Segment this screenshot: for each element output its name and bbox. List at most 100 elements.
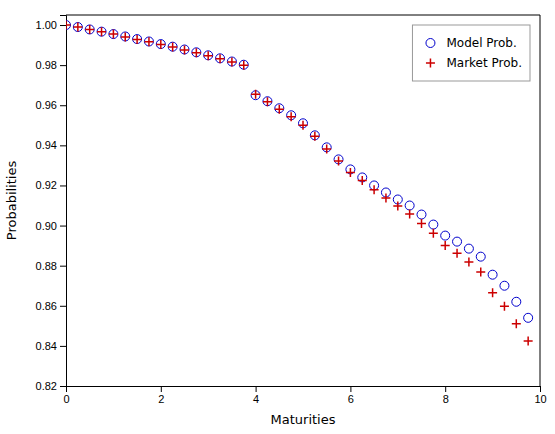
point (121, 33, 130, 42)
point (512, 319, 521, 328)
point (453, 249, 462, 258)
tick-label: 0.94 (36, 139, 57, 151)
tick-label: 0.86 (36, 300, 57, 312)
point (524, 313, 533, 322)
legend-symbol (426, 39, 435, 48)
point (381, 193, 390, 202)
point (156, 40, 165, 49)
tick: 0.92 (36, 179, 66, 191)
point (192, 48, 201, 57)
point (227, 57, 236, 66)
point (488, 270, 497, 279)
tick-mark (161, 386, 162, 392)
axis-line (67, 387, 541, 393)
point (263, 97, 272, 106)
point (216, 54, 225, 63)
tick-mark (60, 266, 66, 267)
legend-item: Model Prob. (426, 36, 517, 50)
point (322, 144, 331, 153)
tick-label: 0.90 (36, 220, 57, 232)
point (441, 231, 450, 240)
point (464, 244, 473, 253)
point (512, 297, 521, 306)
axis-line (60, 16, 67, 387)
tick-mark (60, 105, 66, 106)
point (346, 168, 355, 177)
tick-label: 6 (348, 393, 354, 405)
point (524, 336, 533, 345)
tick-mark (60, 25, 66, 26)
point (417, 219, 426, 228)
y-axis: 0.82 0.84 0.86 0.88 0.90 0.92 0.94 0.96 0.98 1.00 (36, 16, 67, 393)
point (97, 27, 106, 36)
plot: 02468100.820.840.860.880.900.920.940.960… (36, 15, 547, 405)
point (180, 45, 189, 54)
tick: 4 (253, 386, 259, 405)
point (121, 32, 130, 41)
point (168, 42, 177, 51)
tick-label: 0.96 (36, 99, 57, 111)
point (156, 40, 165, 49)
point (133, 35, 142, 44)
point (144, 37, 153, 46)
series (66, 21, 533, 323)
point (476, 268, 485, 277)
tick-mark (60, 185, 66, 186)
tick-label: 4 (253, 393, 259, 405)
chart: 02468100.820.840.860.880.900.920.940.960… (0, 0, 555, 434)
tick-mark (60, 346, 66, 347)
tick: 0.96 (36, 99, 66, 111)
point (464, 258, 473, 267)
point (500, 281, 509, 290)
tick-mark (60, 226, 66, 227)
legend-symbol (426, 59, 435, 68)
tick-label: 0.92 (36, 179, 57, 191)
tick-label: 2 (158, 393, 164, 405)
point (405, 209, 414, 218)
point (299, 121, 308, 130)
tick: 0.84 (36, 340, 66, 352)
point (97, 27, 106, 36)
point (334, 156, 343, 165)
x-axis-title: Maturities (271, 412, 336, 427)
legend-item: Market Prob. (426, 56, 522, 70)
point (168, 43, 177, 52)
point (370, 185, 379, 194)
point (263, 97, 272, 106)
point (204, 51, 213, 60)
tick: 0.98 (36, 59, 66, 71)
legend-symbol (426, 39, 435, 48)
point (393, 201, 402, 210)
point (227, 57, 236, 66)
point (204, 51, 213, 60)
tick: 0.94 (36, 139, 66, 151)
y-axis-title: Probabilities (4, 161, 19, 241)
point (216, 54, 225, 63)
point (358, 176, 367, 185)
point (453, 237, 462, 246)
tick-label: 0.98 (36, 59, 57, 71)
point (405, 201, 414, 210)
tick: 1.00 (36, 19, 66, 31)
tick: 8 (443, 386, 449, 405)
point (144, 37, 153, 46)
tick-label: 0.84 (36, 340, 57, 352)
point (133, 35, 142, 44)
point (73, 23, 82, 32)
point (192, 48, 201, 57)
tick-label: 0.82 (36, 380, 57, 392)
tick-label: 10 (534, 393, 546, 405)
tick-mark (256, 386, 257, 392)
tick-label: 1.00 (36, 19, 57, 31)
tick-label: 0.88 (36, 260, 57, 272)
tick-mark (350, 386, 351, 392)
frame (540, 15, 541, 386)
points (66, 21, 533, 346)
point (85, 25, 94, 34)
point (66, 21, 71, 30)
point (109, 30, 118, 39)
series (66, 21, 533, 346)
tick-label: 8 (443, 393, 449, 405)
point (488, 288, 497, 297)
point (66, 21, 71, 30)
